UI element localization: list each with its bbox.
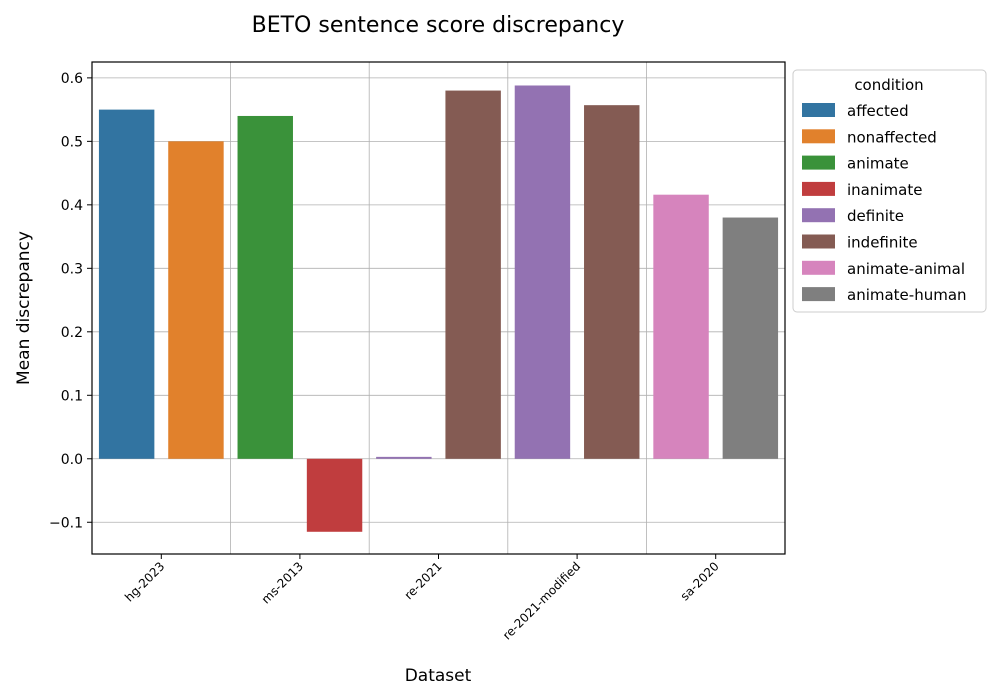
y-tick-label: 0.0 xyxy=(61,452,83,468)
legend-swatch xyxy=(802,129,835,144)
legend-label: nonaffected xyxy=(847,128,937,146)
legend-entries: affected nonaffected animate inanimate defin… xyxy=(802,102,967,304)
y-axis: −0.1 0.0 0.1 0.2 0.3 0.4 0.5 0.6 xyxy=(49,71,92,531)
y-tick-label: −0.1 xyxy=(49,515,83,531)
bar-layer xyxy=(98,85,779,532)
y-tick-label: 0.4 xyxy=(61,198,83,214)
bar-affected xyxy=(98,109,155,459)
y-axis-label: Mean discrepancy xyxy=(14,231,34,385)
legend-box xyxy=(792,69,987,313)
legend-swatch xyxy=(802,260,835,275)
bar-definite xyxy=(514,85,571,459)
bar-animate-animal xyxy=(653,194,709,459)
y-tick-label: 0.1 xyxy=(61,388,83,404)
legend-swatch xyxy=(802,208,835,223)
bar-indefinite xyxy=(445,90,501,459)
x-axis-label: Dataset xyxy=(405,666,472,686)
y-tick-label: 0.2 xyxy=(61,325,83,341)
x-tick-label: hg-2023 xyxy=(122,559,167,604)
legend-swatch xyxy=(802,155,835,170)
bar-animate-human xyxy=(722,217,779,459)
legend-label: animate xyxy=(847,155,909,173)
legend-swatch xyxy=(802,181,835,196)
bar-animate xyxy=(237,115,293,459)
legend-swatch xyxy=(802,234,835,249)
x-tick-label: sa-2020 xyxy=(678,559,722,603)
legend-label: animate-animal xyxy=(847,260,965,278)
legend-title: condition xyxy=(854,76,923,94)
x-tick-label: re-2021-modified xyxy=(500,559,583,642)
chart-title: BETO sentence score discrepancy xyxy=(252,13,625,38)
x-axis: hg-2023 ms-2013 re-2021 re-2021-modified sa-… xyxy=(122,554,722,643)
x-tick-label: ms-2013 xyxy=(259,559,306,606)
legend-label: definite xyxy=(847,207,904,225)
bar-inanimate xyxy=(306,458,363,532)
legend-label: indefinite xyxy=(847,234,918,252)
y-tick-label: 0.6 xyxy=(61,71,83,87)
legend: condition affected nonaffected animate inan… xyxy=(792,69,987,313)
bar-definite xyxy=(376,456,432,459)
legend-swatch xyxy=(802,287,835,302)
legend-label: animate-human xyxy=(847,286,967,304)
bar-indefinite xyxy=(584,105,640,459)
y-tick-label: 0.3 xyxy=(61,261,83,277)
bar-nonaffected xyxy=(168,141,224,459)
legend-swatch xyxy=(802,103,835,117)
legend-label: affected xyxy=(847,102,909,120)
x-tick-label: re-2021 xyxy=(402,559,445,602)
y-tick-label: 0.5 xyxy=(61,134,83,150)
legend-label: inanimate xyxy=(847,181,922,199)
